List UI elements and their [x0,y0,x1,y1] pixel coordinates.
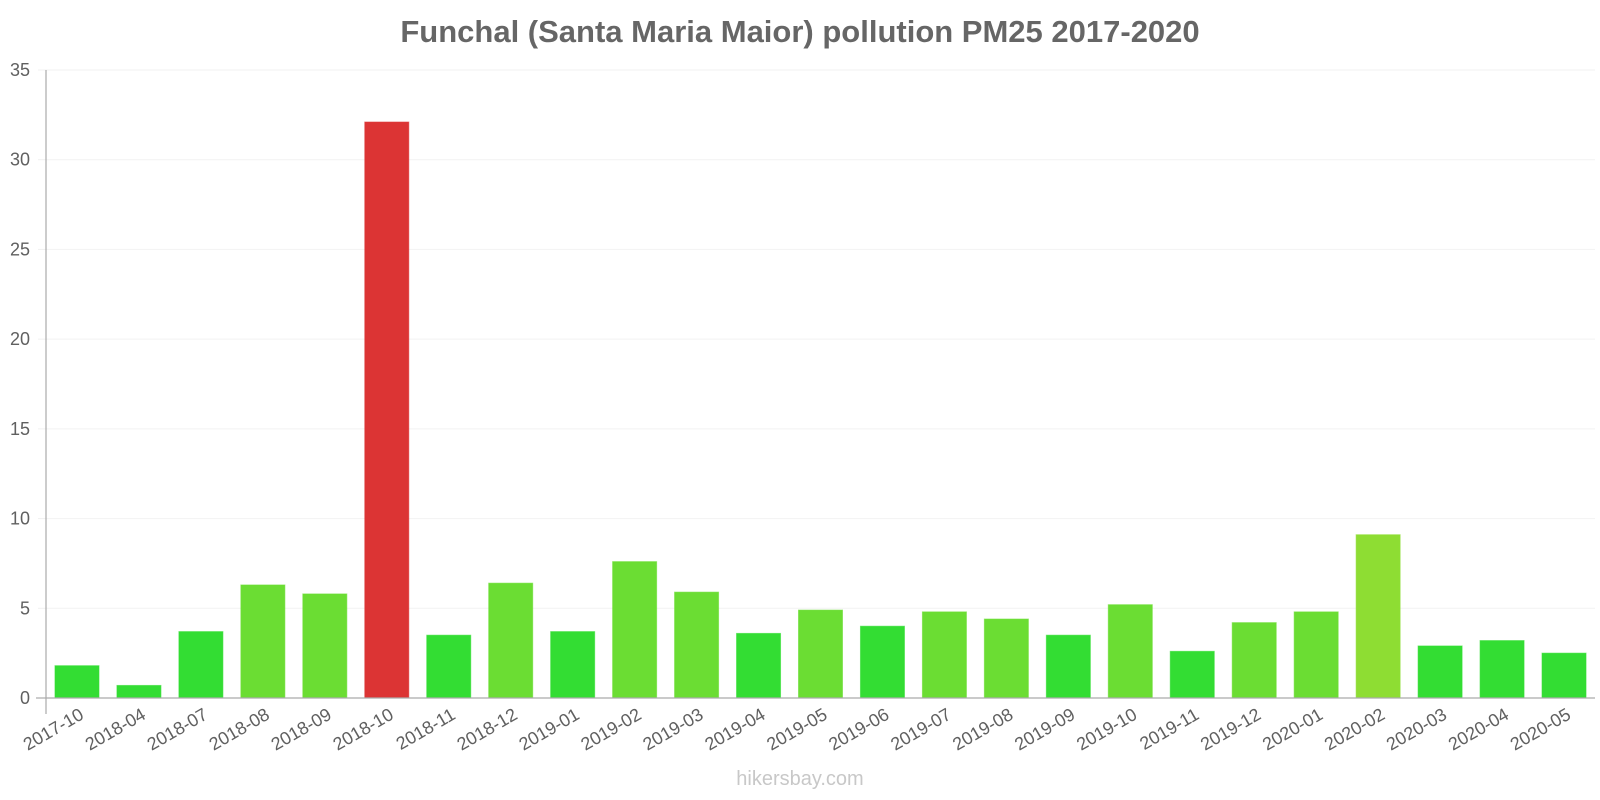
bar-2020-03[interactable]: 2020-03: 2.9 [1417,645,1463,699]
bars: 2017-10: 1.8 2018-04: 0.7 2018-07: 3.7 2018… [54,121,1587,699]
y-tick-label: 10 [10,509,30,529]
bar-2019-01[interactable]: 2019-01: 3.7 [550,631,596,699]
bar-2019-07[interactable]: 2019-07: 4.8 [921,611,967,699]
bar-2019-02[interactable]: 2019-02: 7.6 [612,561,658,699]
y-tick-label: 35 [10,60,30,80]
y-tick-label: 30 [10,150,30,170]
bar-2019-10[interactable]: 2019-10: 5.2 [1107,604,1153,699]
x-tick-label: 2019-07 [887,704,954,754]
chart-title: Funchal (Santa Maria Maior) pollution PM… [400,14,1200,49]
x-axis: 2017-102018-042018-072018-082018-092018-… [20,697,1595,754]
x-tick-label: 2019-09 [1011,704,1078,754]
x-tick-label: 2019-05 [763,704,830,754]
bar-2018-04[interactable]: 2018-04: 0.7 [116,684,162,699]
x-tick-label: 2018-08 [206,704,273,754]
x-tick-label: 2019-04 [701,704,768,754]
y-tick-label: 5 [20,598,30,618]
bar-2020-01[interactable]: 2020-01: 4.8 [1293,611,1339,699]
bar-2019-12[interactable]: 2019-12: 4.2 [1231,622,1277,699]
bar-2019-09[interactable]: 2019-09: 3.5 [1045,634,1091,699]
y-tick-label: 20 [10,329,30,349]
x-tick-label: 2018-12 [453,704,520,754]
bar-2018-12[interactable]: 2018-12: 6.4 [488,582,534,699]
y-axis: 0 5 10 15 20 25 30 35 [10,60,47,714]
bar-2019-06[interactable]: 2019-06: 4 [859,625,905,699]
bar-2019-03[interactable]: 2019-03: 5.9 [674,591,720,699]
bar-2020-02[interactable]: 2020-02: 9.1 [1355,534,1401,699]
y-tick-label: 25 [10,239,30,259]
x-tick-label: 2019-10 [1073,704,1140,754]
x-tick-label: 2019-06 [825,704,892,754]
gridlines [46,69,1595,609]
bar-2019-05[interactable]: 2019-05: 4.9 [798,609,843,699]
x-tick-label: 2019-12 [1197,704,1264,754]
watermark: hikersbay.com [736,768,864,790]
x-tick-label: 2020-04 [1445,704,1512,754]
x-tick-label: 2018-09 [268,704,335,754]
x-tick-label: 2018-11 [393,704,459,754]
bar-2020-05[interactable]: 2020-05: 2.5 [1541,652,1587,699]
x-tick-label: 2020-05 [1507,704,1574,754]
y-tick-label: 15 [10,419,30,439]
bar-2017-10[interactable]: 2017-10: 1.8 [54,665,100,699]
bar-2020-04[interactable]: 2020-04: 3.2 [1479,640,1525,699]
x-tick-label: 2018-04 [82,704,149,754]
x-tick-label: 2019-08 [949,704,1016,754]
bar-2018-10[interactable]: 2018-10: 32.1 [364,121,410,699]
bar-2019-04[interactable]: 2019-04: 3.6 [736,632,782,699]
bar-2018-08[interactable]: 2018-08: 6.3 [240,584,286,699]
x-tick-label: 2020-02 [1321,704,1388,754]
x-tick-label: 2017-10 [20,704,87,754]
x-tick-label: 2020-01 [1259,704,1326,754]
x-tick-label: 2018-07 [144,704,211,754]
x-tick-label: 2020-03 [1383,704,1450,754]
x-tick-label: 2019-11 [1136,704,1202,754]
bar-2018-07[interactable]: 2018-07: 3.7 [178,631,224,699]
x-tick-label: 2019-02 [577,704,644,754]
x-tick-label: 2019-03 [639,704,706,754]
bar-2018-11[interactable]: 2018-11: 3.5 [426,634,472,699]
bar-2019-11[interactable]: 2019-11: 2.6 [1169,650,1215,699]
x-tick-label: 2019-01 [515,704,582,754]
bar-2018-09[interactable]: 2018-09: 5.8 [302,593,348,699]
x-tick-label: 2018-10 [330,704,397,754]
bar-2019-08[interactable]: 2019-08: 4.4 [983,618,1029,699]
y-tick-label: 0 [20,688,30,708]
